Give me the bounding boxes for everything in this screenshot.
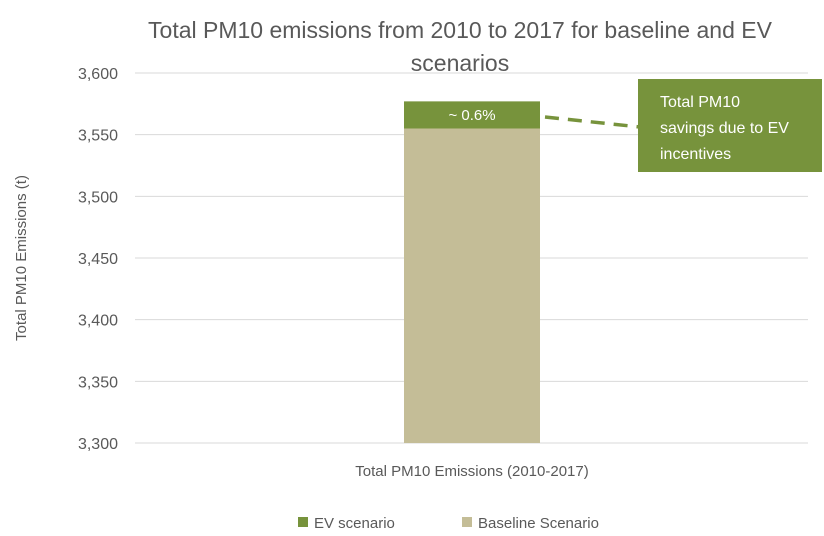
x-category-label: Total PM10 Emissions (2010-2017) xyxy=(355,463,588,480)
legend-swatch-ev xyxy=(298,517,308,527)
legend-swatch-baseline xyxy=(462,517,472,527)
callout-connector xyxy=(544,115,641,129)
legend-label-baseline: Baseline Scenario xyxy=(478,515,599,532)
y-axis-label: Total PM10 Emissions (t) xyxy=(13,175,30,341)
y-tick-label: 3,550 xyxy=(78,128,118,145)
callout-line-1: Total PM10 xyxy=(660,94,740,111)
callout-line-3: incentives xyxy=(660,146,731,163)
y-axis-ticks: 3,300 3,350 3,400 3,450 3,500 3,550 3,600 xyxy=(78,66,118,453)
y-tick-label: 3,500 xyxy=(78,189,118,206)
y-tick-label: 3,600 xyxy=(78,66,118,83)
segment-label: ~ 0.6% xyxy=(448,107,495,124)
y-tick-label: 3,350 xyxy=(78,374,118,391)
bar-baseline-scenario xyxy=(404,128,540,443)
callout-line-2: savings due to EV xyxy=(660,120,789,137)
bar-ev-scenario xyxy=(404,101,540,129)
chart-title-line-1: Total PM10 emissions from 2010 to 2017 f… xyxy=(148,17,773,43)
legend: EV scenario Baseline Scenario xyxy=(298,515,599,532)
y-tick-label: 3,400 xyxy=(78,313,118,330)
chart-title-line-2: scenarios xyxy=(411,50,509,76)
legend-label-ev: EV scenario xyxy=(314,515,395,532)
y-tick-label: 3,450 xyxy=(78,251,118,268)
callout-box: Total PM10 savings due to EV incentives xyxy=(638,79,822,172)
bars xyxy=(404,101,540,443)
y-tick-label: 3,300 xyxy=(78,436,118,453)
